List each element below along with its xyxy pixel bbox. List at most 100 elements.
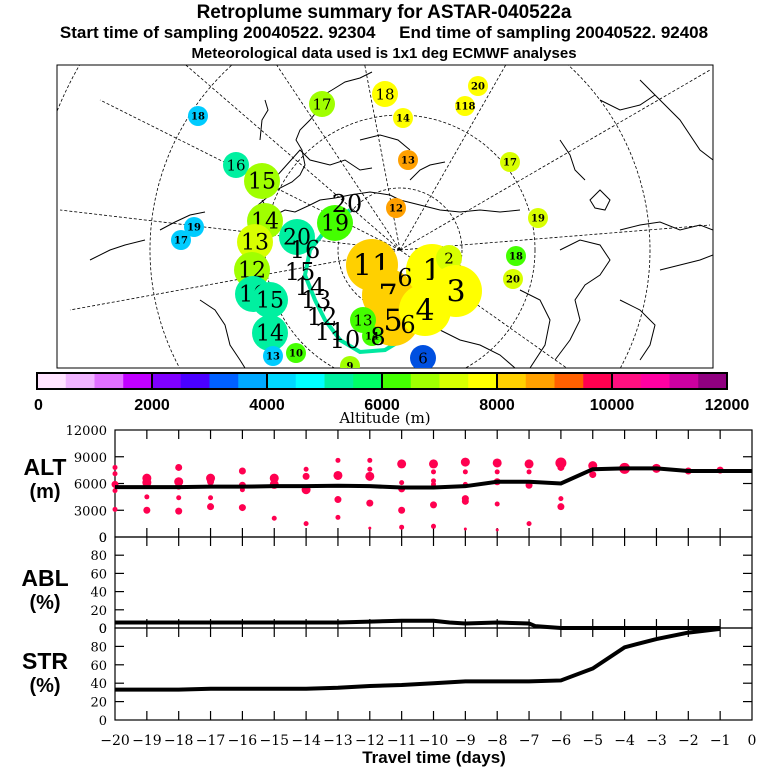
altitude-point [526,521,532,527]
altitude-point [494,469,500,475]
path-day-label: 14 [295,273,326,301]
colorbar-swatch [554,373,584,389]
colorbar-tick: 10000 [590,397,635,414]
altitude-point [335,457,341,463]
abl-panel-label: ABL (%) [21,565,69,615]
altitude-point [366,499,374,507]
trajectory-bubble: 118 [455,96,475,116]
trajectory-bubble: 13 [398,150,418,170]
altitude-point [494,501,500,507]
coastlines [89,71,713,368]
colorbar-swatch [612,373,642,389]
bubble-day-label: 14 [256,322,284,347]
x-tick-label: −8 [487,733,508,749]
altitude-point [112,488,118,494]
altitude-point [269,473,279,483]
trajectory-bubble: 17 [309,91,335,117]
met-data-note: Meteorological data used is 1x1 deg ECMW… [191,45,577,62]
colorbar-swatch [439,373,469,389]
y-tick-label: 9000 [74,451,107,466]
bubble-day-label: 20 [471,82,485,93]
altitude-point [303,466,309,472]
y-tick-label: 0 [99,531,107,546]
altitude-point [303,521,309,527]
x-tick-label: −14 [291,733,321,749]
altitude-point [495,528,499,532]
x-tick-label: −7 [519,733,540,749]
altitude-point [460,457,470,467]
bubble-marker [393,108,413,128]
altitude-point [462,469,468,475]
y-tick-label: 20 [90,604,107,619]
altitude-point [238,504,246,512]
colorbar-tick-labels: 0 2000 4000 6000 8000 10000 12000 [34,397,749,414]
x-tick-label: −20 [100,733,130,749]
y-tick-label: 12000 [66,424,107,439]
y-tick-label: 40 [90,586,107,601]
path-day-label: 6 [400,311,415,339]
colorbar-swatch [669,373,699,389]
y-tick-label: 40 [90,677,107,692]
trajectory-bubble: 17 [171,230,191,250]
bubble-day-label: 20 [506,275,520,286]
altitude-point [461,497,469,505]
altitude-point [367,457,373,463]
colorbar-swatch [698,373,728,389]
abl-line [115,618,721,630]
bubble-day-label: 10 [289,349,303,360]
altitude-point [430,501,437,509]
colorbar-tick: 12000 [705,397,750,414]
colorbar-swatch [410,373,440,389]
bubble-day-label: 3 [446,275,465,310]
altitude-point [524,459,534,469]
bubble-marker [244,163,280,199]
colorbar-swatch [94,373,124,389]
trajectory-bubble: 4 [399,284,451,336]
colorbar-tick: 0 [34,397,43,414]
sampling-times: Start time of sampling 20040522. 92304 E… [59,23,709,42]
colorbar-swatch [295,373,325,389]
bubble-marker [171,230,191,250]
trajectory-bubble: 15 [244,163,280,199]
x-tick-label: −18 [164,733,194,749]
bubble-day-label: 13 [266,352,280,363]
bubble-day-label: 18 [375,85,394,103]
altitude-point [397,459,407,469]
y-tick-label: 0 [99,622,107,637]
bubble-day-label: 6 [418,349,428,367]
altitude-point [333,470,343,480]
bubble-marker [237,224,273,260]
bubble-marker [468,76,488,96]
colorbar-swatch [583,373,613,389]
x-tick-label: −9 [455,733,476,749]
colorbar-swatch [267,373,297,389]
colorbar-swatch [37,373,67,389]
colorbar-swatch [238,373,268,389]
plot-frame [114,536,753,629]
altitude-point [492,458,502,468]
x-tick-label: −16 [228,733,258,749]
x-tick-label: −1 [710,733,731,749]
colorbar-swatch [123,373,153,389]
altitude-point [589,471,597,479]
bubble-marker [500,152,520,172]
bubble-day-label: 20 [283,226,311,251]
plume-centroid-path [302,208,412,355]
bubble-marker [263,346,283,366]
bubble-day-label: 17 [503,158,517,169]
y-tick-label: 80 [90,640,107,655]
bubble-day-label: 9 [347,362,354,373]
bubble-day-label: 12 [389,204,403,215]
panel-alt: 0 3000 6000 9000 12000 [66,424,753,546]
bubble-marker [252,282,288,318]
x-tick-label: −6 [551,733,572,749]
trajectory-bubble: 19 [184,217,204,237]
y-tick-label: 3000 [74,504,107,519]
x-tick-label: −2 [678,733,699,749]
altitude-point [334,496,342,504]
bubble-day-label: 14 [396,114,410,125]
bubble-marker [362,326,382,346]
bubble-marker [455,96,475,116]
trajectory-bubble: 20 [468,76,488,96]
